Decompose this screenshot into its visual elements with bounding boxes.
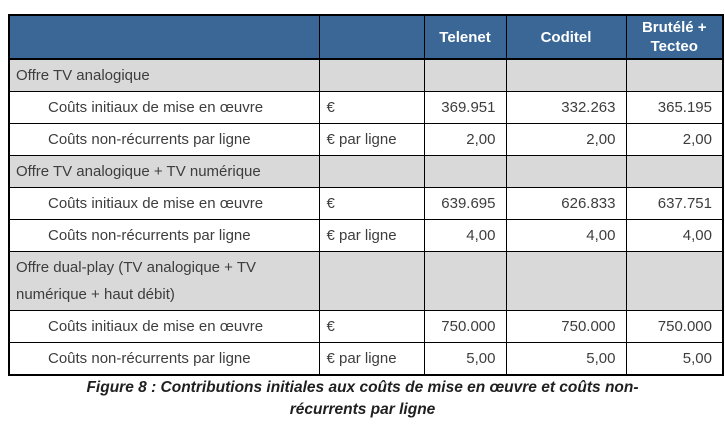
cost-table: Telenet Coditel Brutélé + Tecteo Offre T… — [8, 14, 724, 376]
empty-cell — [318, 155, 425, 188]
table-row: Coûts initiaux de mise en œuvre € 369.95… — [8, 91, 724, 124]
cell-value: 2,00 — [505, 123, 627, 156]
row-unit: € — [318, 310, 425, 343]
row-label: Coûts non-récurrents par ligne — [8, 123, 320, 156]
empty-cell — [505, 251, 627, 311]
table-row: Coûts initiaux de mise en œuvre € 750.00… — [8, 310, 724, 343]
table-row: Coûts non-récurrents par ligne € par lig… — [8, 123, 724, 156]
row-label: Coûts initiaux de mise en œuvre — [8, 310, 320, 343]
empty-cell — [625, 58, 724, 92]
section-row-dual-play: Offre dual-play (TV analogique + TV numé… — [8, 251, 724, 311]
cell-value: 4,00 — [423, 219, 507, 252]
row-unit: € — [318, 187, 425, 220]
cell-value: 5,00 — [505, 342, 627, 375]
cell-value: 332.263 — [505, 91, 627, 124]
section-row-tv-analogique-numerique: Offre TV analogique + TV numérique — [8, 155, 724, 188]
cell-value: 639.695 — [423, 187, 507, 220]
empty-cell — [423, 58, 507, 92]
header-row: Telenet Coditel Brutélé + Tecteo — [8, 14, 724, 60]
header-cell-telenet: Telenet — [423, 14, 507, 60]
section-title: Offre TV analogique + TV numérique — [8, 155, 320, 188]
cell-value: 750.000 — [625, 310, 724, 343]
row-unit: € par ligne — [318, 219, 425, 252]
empty-cell — [625, 251, 724, 311]
row-label: Coûts initiaux de mise en œuvre — [8, 91, 320, 124]
empty-cell — [318, 251, 425, 311]
header-cell-empty-label — [8, 14, 320, 60]
header-cell-coditel: Coditel — [505, 14, 627, 60]
header-cell-empty-unit — [318, 14, 425, 60]
cell-value: 5,00 — [423, 342, 507, 375]
figure-caption-text: Figure 8 : Contributions initiales aux c… — [86, 379, 639, 418]
cell-value: 4,00 — [625, 219, 724, 252]
cell-value: 637.751 — [625, 187, 724, 220]
cell-value: 5,00 — [625, 342, 724, 375]
empty-cell — [505, 58, 627, 92]
cell-value: 750.000 — [505, 310, 627, 343]
empty-cell — [505, 155, 627, 188]
row-unit: € — [318, 91, 425, 124]
cell-value: 365.195 — [625, 91, 724, 124]
table-row: Coûts non-récurrents par ligne € par lig… — [8, 342, 724, 375]
cell-value: 369.951 — [423, 91, 507, 124]
cell-value: 750.000 — [423, 310, 507, 343]
section-title: Offre TV analogique — [8, 58, 320, 92]
row-unit: € par ligne — [318, 123, 425, 156]
section-title: Offre dual-play (TV analogique + TV numé… — [8, 251, 320, 311]
row-label: Coûts initiaux de mise en œuvre — [8, 187, 320, 220]
row-label: Coûts non-récurrents par ligne — [8, 342, 320, 375]
empty-cell — [625, 155, 724, 188]
empty-cell — [423, 251, 507, 311]
empty-cell — [423, 155, 507, 188]
figure-caption: Figure 8 : Contributions initiales aux c… — [0, 377, 725, 421]
cost-table-container: Telenet Coditel Brutélé + Tecteo Offre T… — [8, 14, 724, 376]
cell-value: 2,00 — [423, 123, 507, 156]
row-unit: € par ligne — [318, 342, 425, 375]
cell-value: 2,00 — [625, 123, 724, 156]
table-row: Coûts non-récurrents par ligne € par lig… — [8, 219, 724, 252]
table-row: Coûts initiaux de mise en œuvre € 639.69… — [8, 187, 724, 220]
cell-value: 626.833 — [505, 187, 627, 220]
cell-value: 4,00 — [505, 219, 627, 252]
row-label: Coûts non-récurrents par ligne — [8, 219, 320, 252]
section-row-tv-analogique: Offre TV analogique — [8, 58, 724, 92]
empty-cell — [318, 58, 425, 92]
header-cell-brutele-tecteo: Brutélé + Tecteo — [625, 14, 724, 60]
